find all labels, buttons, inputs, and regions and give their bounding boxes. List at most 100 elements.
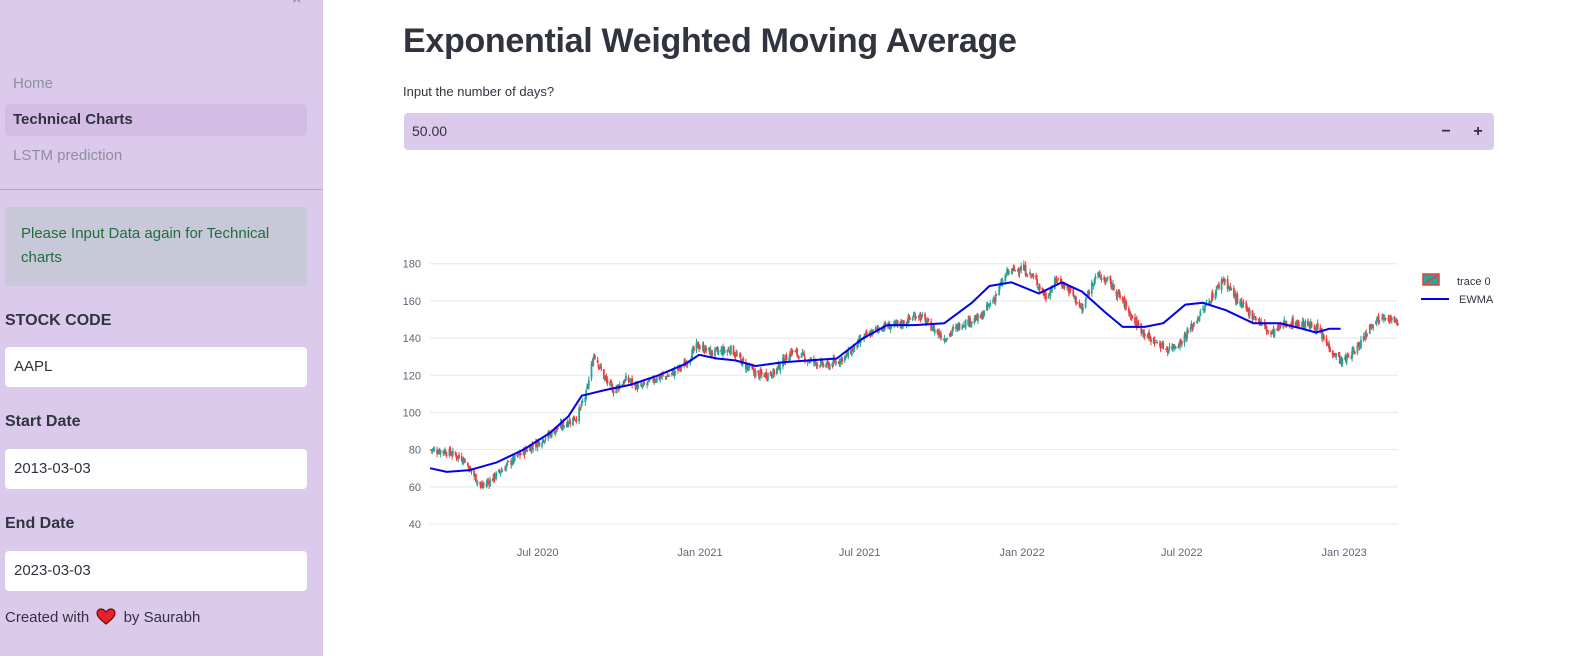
decrement-button[interactable]: − [1441,123,1451,140]
end-date-label: End Date [5,515,75,532]
candle-body [1137,322,1140,325]
candle-body [835,361,837,365]
candle-body [1030,273,1032,276]
legend-label-trace-0: trace 0 [1457,276,1491,288]
y-tick-label: 120 [403,370,421,382]
candle-body [1143,333,1146,336]
candle-body [1331,350,1334,356]
candle-body [989,303,992,306]
candle-body [961,327,963,329]
candle-body [655,377,658,383]
candle-body [513,454,516,461]
days-number-input[interactable]: 50.00 − + [404,113,1494,150]
candle-body [1326,342,1329,345]
candle-body [1252,317,1255,321]
credit-prefix: Created with [5,609,90,626]
candle-body [1119,294,1121,298]
sidebar-close-icon[interactable]: × [292,0,301,9]
candle-body [714,348,717,350]
candle-body [555,427,558,432]
candle-body [726,350,729,353]
candle-body [1358,342,1361,348]
candle-body [736,354,738,356]
candle-body [1224,279,1226,283]
candle-body [1226,279,1229,290]
candle-body [896,320,899,325]
candle-body [444,451,447,455]
increment-button[interactable]: + [1473,123,1483,140]
candle-body [627,377,630,381]
candle-body [1204,303,1207,307]
end-date-input[interactable]: 2023-03-03 [5,551,307,591]
candle-body [1245,302,1248,309]
nav-item-lstm-prediction[interactable]: LSTM prediction [13,147,123,164]
candle-body [1069,287,1072,291]
candle-body [754,371,757,378]
candle-body [1010,272,1013,274]
candle-body [609,381,611,386]
candle-body [1116,292,1119,298]
candle-body [841,357,843,363]
candle-body [592,357,595,367]
candle-body [590,363,593,379]
candle-body [606,379,609,384]
candle-body [581,401,584,403]
days-input-value[interactable]: 50.00 [412,123,448,139]
candle-body [469,467,472,470]
candle-body [1322,335,1325,340]
candle-body [933,329,936,334]
candle-body [1179,340,1181,347]
candle-body [994,295,997,302]
candle-body [575,419,578,421]
candle-body [876,327,879,329]
y-tick-label: 40 [409,519,421,531]
candle-body [1094,276,1097,280]
candle-body [705,348,708,351]
candle-body [1282,323,1285,328]
candle-body [1156,341,1159,343]
candle-body [1384,318,1387,320]
candle-body [479,482,482,486]
candle-body [1251,310,1254,320]
candle-body [1316,323,1319,330]
candle-body [920,314,923,319]
nav-item-technical-charts[interactable]: Technical Charts [5,104,307,136]
candle-body [467,463,469,466]
chart-legend[interactable]: trace 0 EWMA [1421,273,1494,306]
candle-body [915,316,918,319]
candle-body [1172,344,1175,348]
candle-body [717,350,720,353]
candle-body [1347,355,1350,357]
candle-body [475,482,478,484]
candle-body [1246,306,1249,311]
candle-body [510,460,513,465]
candle-body [1123,297,1126,308]
candle-body [1079,304,1082,307]
candle-body [847,349,850,358]
candle-body [1332,354,1335,356]
candle-body [584,397,587,403]
candle-body [1049,290,1052,296]
candle-body [695,342,698,351]
candle-body [1356,345,1359,354]
nav-item-home[interactable]: Home [13,75,54,92]
candle-body [977,314,979,322]
candle-body [1045,293,1047,300]
start-date-input[interactable]: 2013-03-03 [5,449,307,489]
candle-body [464,461,467,463]
candle-body [598,367,601,369]
candle-body [641,384,644,387]
stock-code-input[interactable]: AAPL [5,347,307,387]
candle-body [1078,302,1081,306]
candle-body [556,427,558,430]
candle-body [579,406,582,408]
candle-body [1255,317,1257,320]
candle-body [1193,323,1196,325]
candle-body [1369,325,1372,327]
y-tick-label: 80 [409,445,421,457]
candle-body [541,443,543,447]
candle-body [945,340,948,342]
candle-body [948,333,951,337]
candle-body [1085,298,1088,300]
candle-body [1174,346,1177,349]
